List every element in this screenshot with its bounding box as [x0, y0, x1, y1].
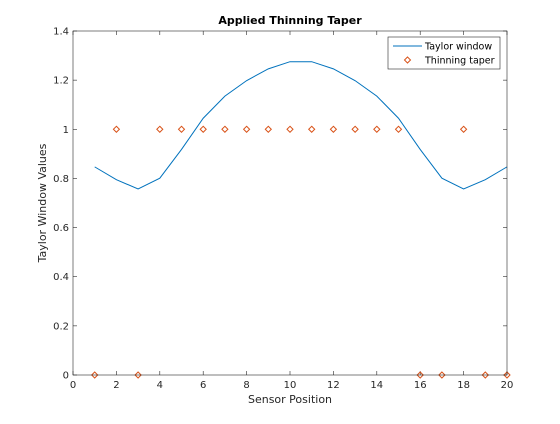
thinning-taper-point	[459, 125, 468, 133]
legend-diamond-swatch	[403, 56, 412, 64]
thinning-taper-point	[286, 125, 294, 133]
x-tick-label: 8	[243, 380, 249, 391]
legend-label-taylor-window: Taylor window	[424, 42, 492, 53]
x-tick-label: 12	[327, 380, 340, 391]
thinning-taper-point	[329, 125, 338, 133]
legend: Taylor window Thinning taper	[387, 36, 501, 70]
chart-title: Applied Thinning Taper	[218, 14, 362, 27]
x-axis-title: Sensor Position	[248, 393, 332, 406]
legend-box	[387, 36, 501, 70]
x-tick-label: 6	[200, 380, 206, 391]
thinning-taper-point	[481, 371, 490, 379]
x-tick-label: 14	[370, 380, 383, 391]
thinning-taper-point	[373, 125, 381, 133]
thinning-taper-point	[199, 125, 207, 133]
thinning-taper-point	[503, 371, 511, 379]
thinning-taper-point	[90, 371, 99, 379]
plot-area	[73, 31, 507, 375]
y-tick-label: 0.4	[53, 272, 69, 283]
thinning-taper-point	[134, 371, 142, 379]
y-tick-label: 1.4	[53, 27, 69, 38]
series-line-taylor-window	[94, 61, 508, 190]
thinning-taper-point	[112, 125, 121, 133]
thinning-taper-point	[242, 125, 251, 133]
series-layer	[90, 61, 511, 379]
x-tick-label: 4	[157, 380, 163, 391]
thinning-taper-point	[416, 371, 424, 379]
x-tick-label: 16	[414, 380, 427, 391]
y-axis-title: Taylor Window Values	[36, 143, 49, 263]
y-tick-label: 0	[63, 371, 69, 382]
y-tick-label: 0.2	[53, 321, 69, 332]
thinning-taper-point	[221, 125, 229, 133]
thinning-taper-point	[264, 125, 273, 133]
x-tick-label: 18	[457, 380, 470, 391]
thinning-taper-point	[394, 125, 403, 133]
axes: 0 2 4 6 8 10 12 14 16 18 20 0 0.2 0.4 0.6 0.8 1 1.2 1.4	[53, 27, 513, 392]
y-tick-label: 0.6	[53, 223, 69, 234]
x-tick-label: 0	[70, 380, 76, 391]
x-tick-label: 10	[284, 380, 297, 391]
y-tick-label: 1.2	[53, 76, 69, 87]
thinning-taper-point	[438, 371, 446, 379]
x-tick-label: 2	[113, 380, 119, 391]
y-tick-label: 0.8	[53, 174, 69, 185]
thinning-taper-point	[156, 125, 164, 133]
thinning-taper-point	[177, 125, 186, 133]
thinning-taper-point	[351, 125, 359, 133]
y-tick-label: 1	[63, 125, 69, 136]
plot-box	[72, 30, 508, 376]
legend-label-thinning-taper: Thinning taper	[424, 56, 495, 67]
x-tick-label: 20	[501, 380, 514, 391]
thinning-taper-point	[307, 125, 316, 133]
